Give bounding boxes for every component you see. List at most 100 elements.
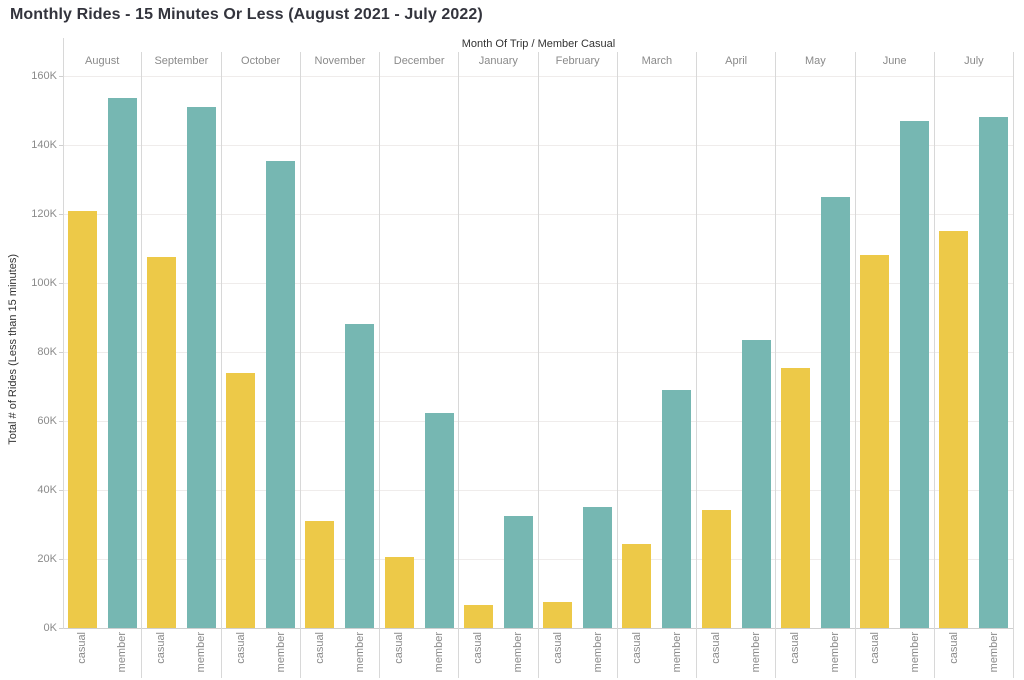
month-label-may[interactable]: May: [804, 55, 826, 67]
bar-casual-july[interactable]: [939, 231, 969, 628]
category-labels-may: casual member: [776, 628, 854, 678]
category-label-slot: casual: [226, 632, 255, 678]
bar-casual-november[interactable]: [305, 521, 335, 628]
bar-group-april: [697, 72, 775, 628]
bar-casual-february[interactable]: [543, 602, 573, 628]
category-label-casual-september[interactable]: casual: [155, 632, 168, 664]
y-tick-mark-100K: [59, 283, 63, 284]
bar-casual-september[interactable]: [146, 257, 176, 628]
category-labels-october: casual member: [222, 628, 300, 678]
bar-group-january: [459, 72, 537, 628]
month-label-july[interactable]: July: [964, 55, 984, 67]
bar-casual-march[interactable]: [622, 544, 652, 628]
bar-casual-january[interactable]: [463, 605, 493, 628]
month-panes: August casual member September casual member O…: [63, 52, 1014, 678]
bar-casual-april[interactable]: [701, 510, 731, 628]
category-labels-january: casual member: [459, 628, 537, 678]
y-tick-mark-80K: [59, 352, 63, 353]
bar-casual-october[interactable]: [226, 373, 256, 628]
category-label-member-march[interactable]: member: [670, 632, 683, 673]
bar-casual-december[interactable]: [384, 557, 414, 628]
category-label-member-june[interactable]: member: [908, 632, 921, 673]
category-label-casual-june[interactable]: casual: [868, 632, 881, 664]
category-label-slot: casual: [305, 632, 334, 678]
bar-member-october[interactable]: [266, 161, 296, 628]
category-label-casual-february[interactable]: casual: [551, 632, 564, 664]
bar-member-january[interactable]: [503, 516, 533, 628]
category-label-member-february[interactable]: member: [591, 632, 604, 673]
category-label-member-august[interactable]: member: [116, 632, 129, 673]
category-label-casual-october[interactable]: casual: [234, 632, 247, 664]
category-label-member-september[interactable]: member: [195, 632, 208, 673]
bar-member-september[interactable]: [186, 107, 216, 628]
category-labels-april: casual member: [697, 628, 775, 678]
category-label-casual-july[interactable]: casual: [947, 632, 960, 664]
bar-member-march[interactable]: [662, 390, 692, 628]
category-label-member-october[interactable]: member: [274, 632, 287, 673]
category-label-casual-april[interactable]: casual: [710, 632, 723, 664]
category-label-casual-march[interactable]: casual: [630, 632, 643, 664]
category-labels-june: casual member: [856, 628, 934, 678]
category-label-casual-august[interactable]: casual: [76, 632, 89, 664]
category-labels-november: casual member: [301, 628, 379, 678]
bar-member-july[interactable]: [979, 117, 1009, 628]
bar-member-november[interactable]: [345, 324, 375, 628]
month-label-march[interactable]: March: [641, 55, 673, 67]
bar-member-april[interactable]: [741, 340, 771, 628]
bar-casual-june[interactable]: [860, 255, 890, 628]
month-label-january[interactable]: January: [478, 55, 518, 67]
category-labels-february: casual member: [539, 628, 617, 678]
category-label-member-november[interactable]: member: [353, 632, 366, 673]
y-tick-mark-0K: [59, 628, 63, 629]
category-labels-july: casual member: [935, 628, 1013, 678]
pane-june: June casual member: [856, 52, 935, 678]
category-label-casual-december[interactable]: casual: [393, 632, 406, 664]
bar-casual-august[interactable]: [67, 211, 97, 628]
month-label-december[interactable]: December: [393, 55, 445, 67]
category-label-member-may[interactable]: member: [829, 632, 842, 673]
bar-member-june[interactable]: [900, 121, 930, 628]
category-label-slot: member: [821, 632, 850, 678]
category-labels-march: casual member: [618, 628, 696, 678]
month-label-september[interactable]: September: [154, 55, 209, 67]
category-label-slot: member: [900, 632, 929, 678]
category-label-member-december[interactable]: member: [433, 632, 446, 673]
month-label-october[interactable]: October: [241, 55, 281, 67]
month-label-august[interactable]: August: [85, 55, 120, 67]
bar-member-august[interactable]: [107, 98, 137, 628]
month-label-february[interactable]: February: [555, 55, 600, 67]
y-tick-label-160K: 160K: [31, 70, 57, 82]
bar-member-december[interactable]: [424, 413, 454, 628]
bar-group-march: [618, 72, 696, 628]
category-label-slot: casual: [939, 632, 968, 678]
category-label-slot: member: [266, 632, 295, 678]
bar-casual-may[interactable]: [780, 368, 810, 628]
month-label-june[interactable]: June: [882, 55, 907, 67]
y-tick-label-0K: 0K: [43, 622, 57, 634]
category-label-member-april[interactable]: member: [750, 632, 763, 673]
bar-group-july: [935, 72, 1013, 628]
category-label-casual-november[interactable]: casual: [313, 632, 326, 664]
month-label-november[interactable]: November: [314, 55, 366, 67]
month-label-april[interactable]: April: [725, 55, 748, 67]
y-tick-mark-40K: [59, 490, 63, 491]
y-tick-mark-120K: [59, 214, 63, 215]
y-tick-label-120K: 120K: [31, 208, 57, 220]
category-label-member-january[interactable]: member: [512, 632, 525, 673]
y-tick-label-20K: 20K: [37, 553, 57, 565]
y-tick-label-140K: 140K: [31, 139, 57, 151]
category-label-slot: member: [662, 632, 691, 678]
category-label-member-july[interactable]: member: [987, 632, 1000, 673]
y-axis-line: [63, 38, 64, 629]
category-label-slot: member: [345, 632, 374, 678]
bar-member-may[interactable]: [820, 197, 850, 628]
bar-group-december: [380, 72, 458, 628]
y-tick-label-40K: 40K: [37, 484, 57, 496]
pane-october: October casual member: [222, 52, 301, 678]
category-label-casual-may[interactable]: casual: [789, 632, 802, 664]
y-tick-mark-60K: [59, 421, 63, 422]
bar-member-february[interactable]: [583, 507, 613, 628]
category-label-casual-january[interactable]: casual: [472, 632, 485, 664]
bar-group-october: [222, 72, 300, 628]
